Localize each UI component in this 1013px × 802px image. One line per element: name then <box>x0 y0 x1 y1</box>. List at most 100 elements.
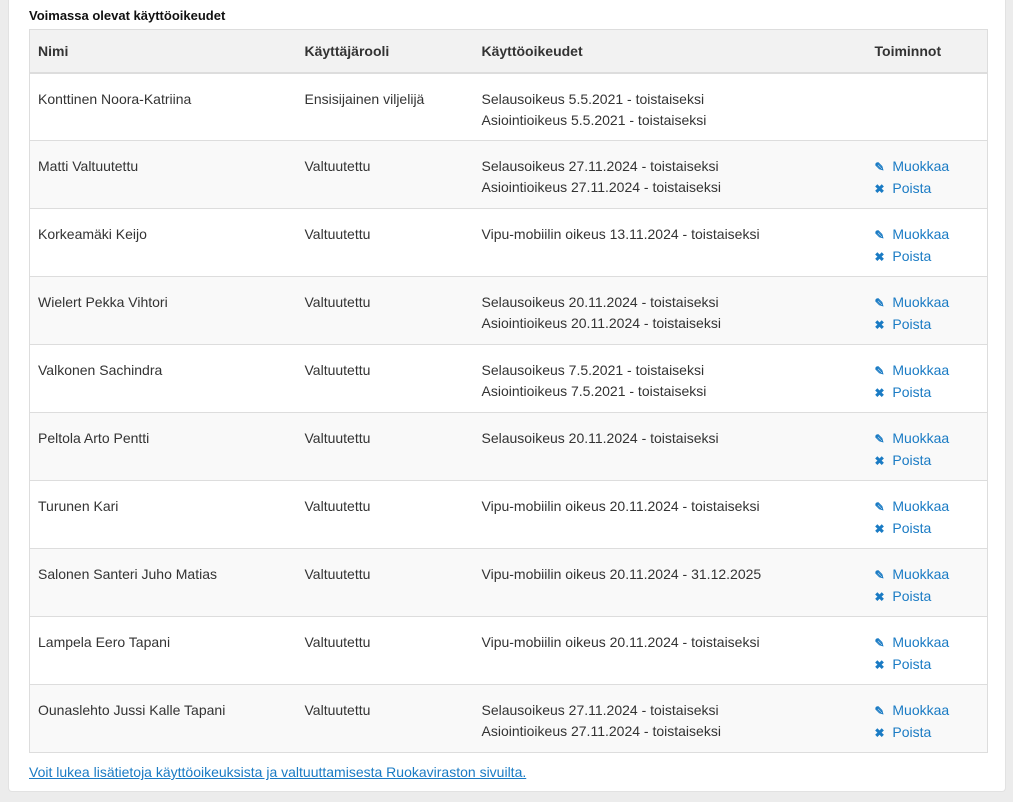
delete-button[interactable]: ✖ Poista <box>875 450 980 472</box>
right-item: Asiointioikeus 5.5.2021 - toistaiseksi <box>481 111 707 128</box>
right-item: Vipu-mobiilin oikeus 13.11.2024 - toista… <box>481 226 760 242</box>
edit-icon: ✎ <box>874 500 885 514</box>
actions-cell: ✎ Muokkaa ✖ Poista <box>866 684 988 753</box>
user-name: Matti Valtuutettu <box>29 140 297 209</box>
user-name: Ounaslehto Jussi Kalle Tapani <box>29 684 297 753</box>
right-item: Asiointioikeus 20.11.2024 - toistaiseksi <box>481 315 721 331</box>
times-icon: ✖ <box>874 318 885 332</box>
edit-button[interactable]: ✎ Muokkaa <box>875 632 980 654</box>
user-role: Valtuutettu <box>296 140 474 209</box>
delete-label: Poista <box>892 384 932 400</box>
table-row: Ounaslehto Jussi Kalle Tapani Valtuutett… <box>29 684 988 753</box>
edit-icon: ✎ <box>874 364 885 378</box>
edit-button[interactable]: ✎ Muokkaa <box>875 360 980 382</box>
actions-cell: ✎ Muokkaa ✖ Poista <box>866 276 988 345</box>
user-name: Salonen Santeri Juho Matias <box>29 548 297 617</box>
user-role: Valtuutettu <box>296 344 474 413</box>
delete-label: Poista <box>892 452 932 468</box>
right-item: Asiointioikeus 7.5.2021 - toistaiseksi <box>481 383 707 399</box>
edit-label: Muokkaa <box>892 702 950 718</box>
delete-label: Poista <box>892 180 932 196</box>
right-item: Selausoikeus 27.11.2024 - toistaiseksi <box>481 702 719 718</box>
edit-button[interactable]: ✎ Muokkaa <box>875 156 980 178</box>
times-icon: ✖ <box>874 454 885 468</box>
right-item: Selausoikeus 5.5.2021 - toistaiseksi <box>481 90 705 107</box>
delete-label: Poista <box>892 316 932 332</box>
rights-cell: Selausoikeus 27.11.2024 - toistaiseksi As… <box>473 684 867 753</box>
edit-icon: ✎ <box>874 228 885 242</box>
user-role: Ensisijainen viljelijä <box>296 72 474 141</box>
table-row: Korkeamäki Keijo Valtuutettu Vipu-mobiili… <box>29 208 988 277</box>
right-item: Selausoikeus 20.11.2024 - toistaiseksi <box>481 294 719 310</box>
delete-button[interactable]: ✖ Poista <box>875 654 980 676</box>
edit-label: Muokkaa <box>892 158 950 174</box>
edit-icon: ✎ <box>874 636 885 650</box>
edit-icon: ✎ <box>874 432 885 446</box>
actions-cell: ✎ Muokkaa ✖ Poista <box>866 208 988 277</box>
edit-icon: ✎ <box>874 296 885 310</box>
header-rights: Käyttöoikeudet <box>473 29 867 74</box>
actions-cell: ✎ Muokkaa ✖ Poista <box>866 140 988 209</box>
edit-button[interactable]: ✎ Muokkaa <box>875 224 980 246</box>
table-row: Matti Valtuutettu Valtuutettu Selausoikeu… <box>29 140 988 209</box>
edit-icon: ✎ <box>874 160 885 174</box>
delete-button[interactable]: ✖ Poista <box>875 246 980 268</box>
edit-button[interactable]: ✎ Muokkaa <box>875 428 980 450</box>
times-icon: ✖ <box>874 386 885 400</box>
delete-label: Poista <box>892 520 932 536</box>
actions-cell: ✎ Muokkaa ✖ Poista <box>866 344 988 413</box>
user-name: Korkeamäki Keijo <box>29 208 297 277</box>
rights-cell: Selausoikeus 27.11.2024 - toistaiseksi As… <box>473 140 867 209</box>
edit-label: Muokkaa <box>892 226 950 242</box>
edit-label: Muokkaa <box>892 566 950 582</box>
right-item: Vipu-mobiilin oikeus 20.11.2024 - toista… <box>481 634 760 650</box>
header-actions: Toiminnot <box>866 29 988 74</box>
user-name: Konttinen Noora-Katriina <box>29 72 297 141</box>
rights-cell: Selausoikeus 5.5.2021 - toistaiseksi Asio… <box>473 72 867 141</box>
delete-button[interactable]: ✖ Poista <box>875 382 980 404</box>
section-title: Voimassa olevat käyttöoikeudet <box>29 8 226 23</box>
edit-label: Muokkaa <box>892 634 950 650</box>
delete-label: Poista <box>892 656 932 672</box>
delete-button[interactable]: ✖ Poista <box>875 586 980 608</box>
header-role: Käyttäjärooli <box>296 29 474 74</box>
edit-label: Muokkaa <box>892 430 950 446</box>
right-item: Selausoikeus 7.5.2021 - toistaiseksi <box>481 362 705 378</box>
rights-panel: Voimassa olevat käyttöoikeudet Nimi Käyt… <box>8 0 1006 792</box>
edit-button[interactable]: ✎ Muokkaa <box>875 564 980 586</box>
actions-cell: ✎ Muokkaa ✖ Poista <box>866 480 988 549</box>
delete-button[interactable]: ✖ Poista <box>875 178 980 200</box>
delete-label: Poista <box>892 588 932 604</box>
times-icon: ✖ <box>874 590 885 604</box>
user-role: Valtuutettu <box>296 548 474 617</box>
user-role: Valtuutettu <box>296 480 474 549</box>
table-row: Salonen Santeri Juho Matias Valtuutettu V… <box>29 548 988 617</box>
rights-cell: Vipu-mobiilin oikeus 20.11.2024 - toista… <box>473 616 867 685</box>
table-row: Wielert Pekka Vihtori Valtuutettu Selauso… <box>29 276 988 345</box>
edit-icon: ✎ <box>874 568 885 582</box>
edit-button[interactable]: ✎ Muokkaa <box>875 292 980 314</box>
rights-cell: Vipu-mobiilin oikeus 20.11.2024 - toista… <box>473 480 867 549</box>
rights-cell: Selausoikeus 7.5.2021 - toistaiseksi Asio… <box>473 344 867 413</box>
right-item: Selausoikeus 27.11.2024 - toistaiseksi <box>481 158 719 174</box>
edit-label: Muokkaa <box>892 362 950 378</box>
user-name: Lampela Eero Tapani <box>29 616 297 685</box>
times-icon: ✖ <box>874 726 885 740</box>
user-name: Valkonen Sachindra <box>29 344 297 413</box>
delete-button[interactable]: ✖ Poista <box>875 314 980 336</box>
edit-button[interactable]: ✎ Muokkaa <box>875 700 980 722</box>
actions-cell: ✎ Muokkaa ✖ Poista <box>866 616 988 685</box>
delete-button[interactable]: ✖ Poista <box>875 722 980 744</box>
times-icon: ✖ <box>874 250 885 264</box>
user-role: Valtuutettu <box>296 208 474 277</box>
user-role: Valtuutettu <box>296 684 474 753</box>
user-name: Wielert Pekka Vihtori <box>29 276 297 345</box>
right-item: Asiointioikeus 27.11.2024 - toistaiseksi <box>481 179 721 195</box>
table-header: Nimi Käyttäjärooli Käyttöoikeudet Toimin… <box>29 29 988 74</box>
right-item: Vipu-mobiilin oikeus 20.11.2024 - 31.12.… <box>481 566 762 582</box>
actions-cell: ✎ Muokkaa ✖ Poista <box>866 412 988 481</box>
delete-button[interactable]: ✖ Poista <box>875 518 980 540</box>
edit-button[interactable]: ✎ Muokkaa <box>875 496 980 518</box>
table-row: Turunen Kari Valtuutettu Vipu-mobiilin oi… <box>29 480 988 549</box>
more-info-link[interactable]: Voit lukea lisätietoja käyttöoikeuksista… <box>29 764 527 780</box>
